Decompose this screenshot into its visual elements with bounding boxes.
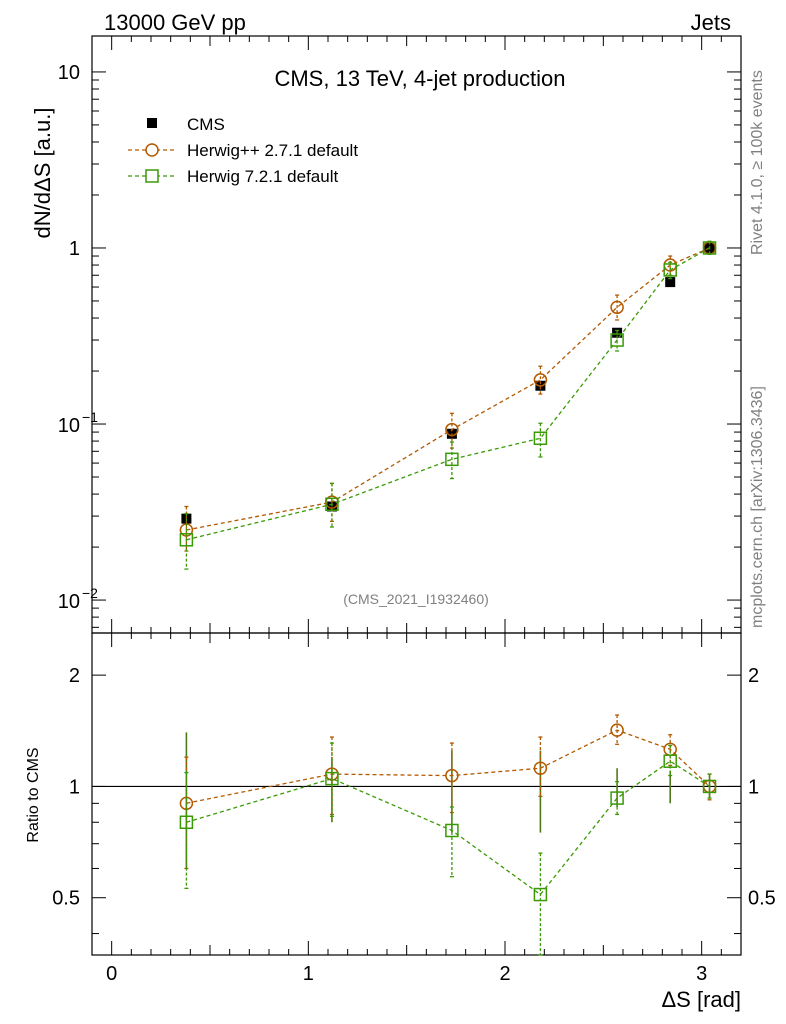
main-point-herwig7: [325, 497, 339, 512]
ratio-point-herwig7: [533, 887, 548, 902]
main-point-herwig7: [179, 533, 194, 547]
legend-marker-cms: [147, 118, 157, 128]
ratio-point-herwigpp: [445, 768, 459, 783]
ratio-axis-ticks: 2 2 1 1 0.5 0.5 0 1 2 3: [52, 633, 776, 985]
main-point-herwigpp: [610, 300, 624, 315]
header-energy: 13000 GeV pp: [104, 10, 246, 35]
ratio-panel-frame: [91, 632, 742, 956]
main-y-tick-label: 10: [58, 62, 80, 84]
legend-label-herwig7: Herwig 7.2.1 default: [187, 167, 338, 186]
ratio-line-herwig7: [186, 760, 710, 896]
x-tick-label: 3: [696, 963, 707, 985]
main-point-herwig7: [533, 431, 548, 446]
ratio-point-herwig7: [663, 754, 677, 768]
ratio-point-herwig7: [702, 779, 717, 794]
ratio-data-layer: [179, 714, 717, 956]
main-y-tick-label: 1: [69, 238, 80, 260]
legend-marker-herwigpp: [145, 143, 159, 157]
side-mcplots-label: mcplots.cern.ch [arXiv:1306.3436]: [749, 386, 766, 628]
ratio-y-tick-label-left: 0.5: [52, 888, 80, 910]
x-axis-label: ΔS [rad]: [661, 987, 741, 1012]
ratio-y-tick-label-left: 2: [69, 665, 80, 687]
main-line-herwigpp: [186, 247, 710, 531]
ratio-point-herwig7: [610, 791, 624, 805]
legend-marker-herwig7: [145, 169, 159, 183]
main-y-tick-label: 10: [58, 591, 80, 613]
ratio-point-herwig7: [445, 823, 459, 838]
main-point-herwig7: [663, 263, 677, 277]
main-data-layer: [179, 240, 717, 570]
legend-label-herwigpp: Herwig++ 2.7.1 default: [187, 141, 358, 160]
ratio-y-tick-label-left: 1: [69, 776, 80, 798]
ratio-y-tick-label-right: 0.5: [748, 888, 776, 910]
x-tick-label: 2: [499, 963, 510, 985]
main-point-cms: [665, 277, 676, 288]
x-tick-label: 1: [303, 963, 314, 985]
main-point-herwigpp: [533, 373, 548, 387]
main-point-herwig7: [445, 452, 459, 467]
x-tick-label: 0: [106, 963, 117, 985]
side-rivet-label: Rivet 4.1.0, ≥ 100k events: [749, 70, 766, 255]
main-line-herwig7: [186, 247, 710, 541]
ratio-y-tick-label-right: 1: [748, 776, 759, 798]
main-y-tick-label: 10: [58, 415, 80, 437]
main-y-tick-exponent: −1: [82, 409, 98, 425]
main-point-herwigpp: [445, 422, 459, 437]
ratio-y-tick-label-right: 2: [748, 665, 759, 687]
main-point-cms: [326, 501, 337, 512]
legend-label-cms: CMS: [187, 115, 225, 134]
chart-title: CMS, 13 TeV, 4-jet production: [274, 66, 565, 91]
ratio-point-herwigpp: [610, 723, 624, 737]
ratio-y-axis-label: Ratio to CMS: [25, 747, 42, 842]
main-y-axis-label: dN/dΔS [a.u.]: [30, 108, 55, 239]
main-y-tick-exponent: −2: [82, 585, 98, 601]
main-point-herwig7: [702, 241, 717, 255]
ratio-point-herwigpp: [533, 761, 548, 775]
main-point-herwig7: [610, 333, 624, 347]
ratio-point-herwig7: [179, 815, 194, 830]
analysis-watermark: (CMS_2021_I1932460): [343, 591, 489, 607]
ratio-point-herwig7: [325, 771, 339, 786]
ratio-line-herwigpp: [186, 729, 710, 804]
header-category: Jets: [691, 10, 731, 35]
legend: CMS Herwig++ 2.7.1 default Herwig 7.2.1 …: [128, 115, 358, 186]
